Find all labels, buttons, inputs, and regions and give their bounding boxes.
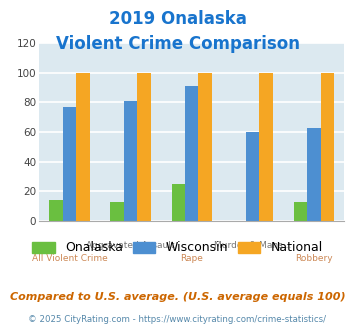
Text: Murder & Mans...: Murder & Mans...	[214, 241, 291, 249]
Bar	[321, 73, 334, 221]
Legend: Onalaska, Wisconsin, National: Onalaska, Wisconsin, National	[27, 236, 328, 259]
Bar	[124, 101, 137, 221]
Bar	[110, 202, 124, 221]
Text: © 2025 CityRating.com - https://www.cityrating.com/crime-statistics/: © 2025 CityRating.com - https://www.city…	[28, 315, 327, 324]
Bar	[307, 127, 321, 221]
Bar	[260, 73, 273, 221]
Bar	[246, 132, 260, 221]
Text: 2019 Onalaska: 2019 Onalaska	[109, 10, 246, 28]
Bar	[198, 73, 212, 221]
Text: Rape: Rape	[180, 254, 203, 263]
Text: Violent Crime Comparison: Violent Crime Comparison	[55, 35, 300, 53]
Text: All Violent Crime: All Violent Crime	[32, 254, 108, 263]
Text: Robbery: Robbery	[295, 254, 333, 263]
Bar	[49, 200, 63, 221]
Text: Compared to U.S. average. (U.S. average equals 100): Compared to U.S. average. (U.S. average …	[10, 292, 345, 302]
Bar	[63, 107, 76, 221]
Text: Aggravated Assault: Aggravated Assault	[86, 241, 175, 249]
Bar	[171, 184, 185, 221]
Bar	[294, 202, 307, 221]
Bar	[137, 73, 151, 221]
Bar	[76, 73, 90, 221]
Bar	[185, 86, 198, 221]
